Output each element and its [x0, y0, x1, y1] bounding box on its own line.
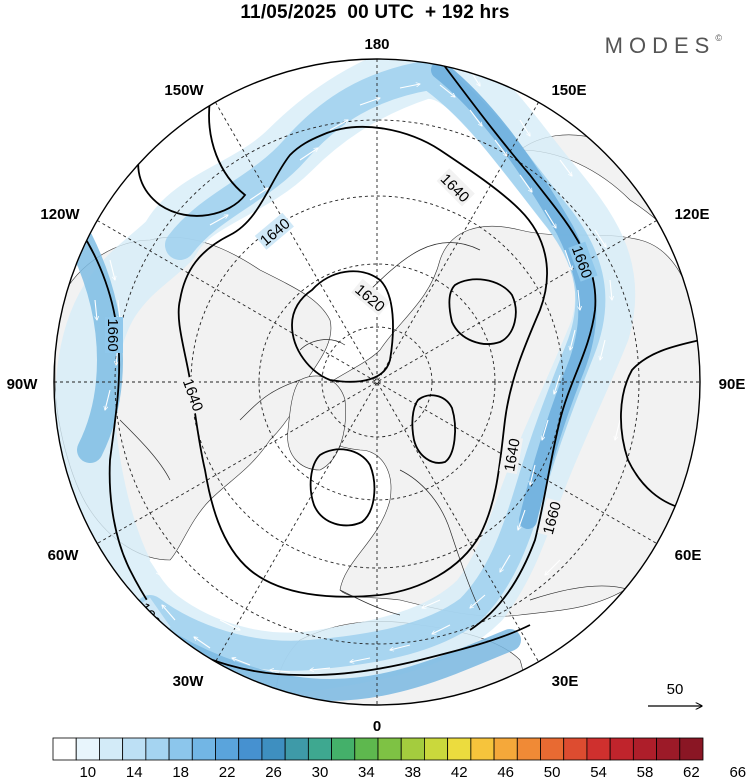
- contour-label-1640-e: 1640: [501, 437, 524, 473]
- colorbar-swatch: [331, 737, 356, 761]
- colorbar-swatch: [516, 737, 541, 761]
- colorbar-labels: 10141822263034384246505458626670: [79, 764, 746, 781]
- colorbar-swatch: [470, 737, 495, 761]
- colorbar-swatch: [656, 737, 681, 761]
- colorbar-swatch: [99, 737, 124, 761]
- globe-outline: [53, 58, 701, 706]
- copyright-mark: ©: [715, 33, 722, 43]
- colorbar-swatch: [145, 737, 170, 761]
- colorbar-tick-label: 66: [729, 764, 746, 781]
- colorbar-swatch: [354, 737, 379, 761]
- colorbar-swatch: [609, 737, 634, 761]
- colorbar-tick-label: 26: [265, 764, 282, 781]
- wind-vectors: [95, 69, 621, 672]
- contour-1620-main: [291, 270, 394, 383]
- colorbar-tick-label: 50: [544, 764, 561, 781]
- meridian-labels: 180 150E 120E 90E 60E 30E 0 30W 60W 90W …: [7, 36, 746, 735]
- label-120e: 120E: [674, 206, 709, 223]
- contour-east-loop: [620, 339, 700, 511]
- wind-reference-label: 50: [667, 681, 684, 698]
- colorbar-swatch: [284, 737, 309, 761]
- colorbar-swatch: [122, 737, 147, 761]
- contour-north-loop: [137, 99, 247, 217]
- colorbar-tick-label: 62: [683, 764, 700, 781]
- colorbar-tick-label: 46: [497, 764, 514, 781]
- colorbar-swatch: [424, 737, 449, 761]
- label-120w: 120W: [40, 206, 80, 223]
- colorbar-swatch: [493, 737, 518, 761]
- label-60w: 60W: [48, 547, 80, 564]
- land-greenland: [287, 375, 346, 471]
- modes-logo-text: MODES: [604, 33, 716, 58]
- colorbar-tick-label: 34: [358, 764, 375, 781]
- modes-logo: MODES©: [605, 33, 722, 59]
- colorbar-swatch: [400, 737, 425, 761]
- contour-1660-east: [439, 59, 597, 631]
- wind-reference: 50: [648, 681, 702, 706]
- colorbar-swatch: [261, 737, 286, 761]
- label-0: 0: [373, 718, 381, 735]
- chart-title: 11/05/2025 00 UTC + 192 hrs: [240, 2, 510, 23]
- colorbar-swatch: [75, 737, 100, 761]
- contour-label-1660-w: 1660: [104, 318, 121, 351]
- colorbar-swatch: [377, 737, 402, 761]
- jet-band-core: [431, 61, 597, 529]
- colorbar-swatch: [586, 737, 611, 761]
- colorbar-tick-label: 22: [219, 764, 236, 781]
- colorbar-tick-label: 10: [79, 764, 96, 781]
- colorbar-swatch: [540, 737, 565, 761]
- colorbar-tick-label: 30: [312, 764, 329, 781]
- label-90e: 90E: [719, 376, 746, 393]
- label-90w: 90W: [7, 376, 39, 393]
- colorbar-tick-label: 58: [637, 764, 654, 781]
- label-150w: 150W: [164, 82, 204, 99]
- colorbar-swatch: [52, 737, 77, 761]
- label-60e: 60E: [675, 547, 702, 564]
- colorbar-swatch: [168, 737, 193, 761]
- contour-closed-sw: [309, 448, 376, 527]
- map-disk: 1620 1640 1640 1640 1640 1660 1660 1660 …: [54, 59, 700, 705]
- height-contours: [79, 59, 700, 677]
- jet-band-west: [67, 227, 123, 463]
- contour-closed-south: [411, 394, 456, 464]
- label-30w: 30W: [173, 673, 205, 690]
- colorbar-tick-label: 14: [126, 764, 143, 781]
- label-180: 180: [364, 36, 389, 53]
- colorbar-tick-label: 42: [451, 764, 468, 781]
- colorbar-swatch: [191, 737, 216, 761]
- colorbar: [52, 737, 704, 761]
- contour-1640-ring: [177, 125, 548, 598]
- colorbar-swatch: [238, 737, 263, 761]
- colorbar-tick-label: 18: [172, 764, 189, 781]
- coastlines: [119, 242, 631, 616]
- colorbar-swatch: [307, 737, 332, 761]
- colorbar-swatch: [563, 737, 588, 761]
- label-150e: 150E: [551, 82, 586, 99]
- colorbar-swatch: [632, 737, 657, 761]
- colorbar-swatch: [679, 737, 704, 761]
- label-30e: 30E: [552, 673, 579, 690]
- colorbar-swatch: [215, 737, 240, 761]
- colorbar-tick-label: 38: [404, 764, 421, 781]
- colorbar-swatch: [447, 737, 472, 761]
- contour-closed-east: [448, 278, 517, 345]
- colorbar-tick-label: 54: [590, 764, 607, 781]
